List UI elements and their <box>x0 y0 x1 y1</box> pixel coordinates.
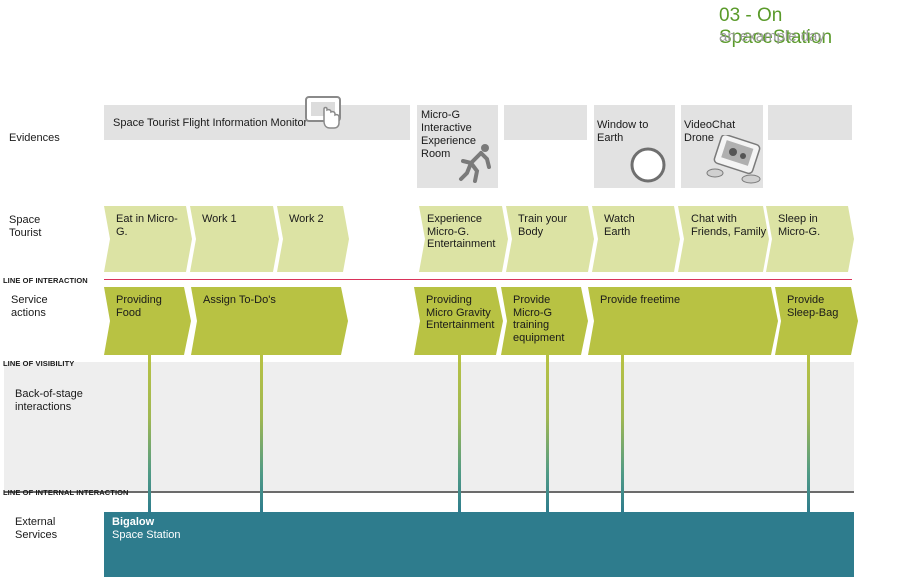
service-providing-food: Providing Food <box>104 287 191 355</box>
tourist-step-label: Chat with Friends, Family <box>691 213 767 238</box>
touch-tablet-icon <box>305 96 341 129</box>
service-label: Assign To-Do's <box>203 294 276 306</box>
evidence-label: Space Tourist Flight Information Monitor <box>113 117 308 129</box>
service-label: Providing Food <box>116 294 162 319</box>
connector-line <box>546 355 549 513</box>
tourist-step-label: Work 2 <box>289 213 324 225</box>
lane-label-space-tourist: Space Tourist <box>9 214 42 239</box>
tourist-step-label: Eat in Micro-G. <box>116 213 178 238</box>
connector-line <box>148 355 151 513</box>
tourist-step-label: Sleep in Micro-G. <box>778 213 821 238</box>
line-of-internal-interaction <box>4 491 854 493</box>
connector-line <box>621 355 624 513</box>
connector-line <box>458 355 461 513</box>
service-training-equipment: Provide Micro-G training equipment <box>501 287 588 355</box>
lane-label-evidences: Evidences <box>9 132 60 144</box>
line-of-interaction-label: LINE OF INTERACTION <box>3 276 88 285</box>
evidence-label: Window to Earth <box>597 119 649 144</box>
lane-label-service-actions: Service actions <box>11 294 48 319</box>
service-assign-todos: Assign To-Do's <box>191 287 348 355</box>
line-of-interaction <box>104 279 852 280</box>
evidence-empty <box>768 105 852 140</box>
external-service-name: Bigalow <box>112 516 155 528</box>
tourist-step-train: Train your Body <box>506 206 594 272</box>
service-sleep-bag: Provide Sleep-Bag <box>775 287 858 355</box>
connector-line <box>807 355 810 513</box>
service-label: Provide Sleep-Bag <box>787 294 839 319</box>
page-subtitle: an example day <box>719 28 825 45</box>
evidence-empty <box>504 105 587 140</box>
tourist-step-sleep: Sleep in Micro-G. <box>766 206 854 272</box>
porthole-icon <box>630 147 666 183</box>
drone-icon <box>706 135 761 184</box>
back-of-stage-area <box>4 362 854 492</box>
evidence-flight-info-monitor: Space Tourist Flight Information Monitor <box>104 96 410 140</box>
line-of-visibility-label: LINE OF VISIBILITY <box>3 359 75 368</box>
connector-line <box>260 355 263 513</box>
service-micro-gravity-entertainment: Providing Micro Gravity Entertainment <box>414 287 503 355</box>
lane-label-external-services: External Services <box>15 516 58 541</box>
tourist-step-experience: Experience Micro-G. Entertainment <box>419 206 508 272</box>
tourist-step-label: Experience Micro-G. Entertainment <box>427 213 496 250</box>
tourist-step-work-1: Work 1 <box>190 206 279 272</box>
floating-person-icon <box>459 144 491 183</box>
tourist-step-label: Watch Earth <box>604 213 635 238</box>
page-title: 03 - On SpaceStation <box>719 5 833 48</box>
service-provide-freetime: Provide freetime <box>588 287 778 355</box>
evidence-label: Micro-G Interactive Experience Room <box>421 109 477 160</box>
tourist-step-label: Work 1 <box>202 213 237 225</box>
evidence-micro-g-room: Micro-G Interactive Experience Room <box>417 105 498 188</box>
evidence-label: VideoChat Drone <box>684 119 736 144</box>
service-label: Provide Micro-G training equipment <box>513 294 565 344</box>
service-label: Provide freetime <box>600 294 681 306</box>
tourist-step-eat: Eat in Micro-G. <box>104 206 192 272</box>
evidence-window-to-earth: Window to Earth <box>594 105 675 188</box>
evidence-videochat-drone: VideoChat Drone <box>681 105 763 188</box>
tourist-step-watch-earth: Watch Earth <box>592 206 680 272</box>
external-service-bigalow: Bigalow Space Station <box>104 512 854 577</box>
line-of-internal-interaction-label: LINE OF INTERNAL INTERACTION <box>3 488 129 497</box>
external-service-subtitle: Space Station <box>112 529 181 541</box>
lane-label-back-of-stage: Back-of-stage interactions <box>15 388 83 413</box>
tourist-step-work-2: Work 2 <box>277 206 349 272</box>
service-label: Providing Micro Gravity Entertainment <box>426 294 495 331</box>
tourist-step-chat: Chat with Friends, Family <box>678 206 769 272</box>
tourist-step-label: Train your Body <box>518 213 568 238</box>
